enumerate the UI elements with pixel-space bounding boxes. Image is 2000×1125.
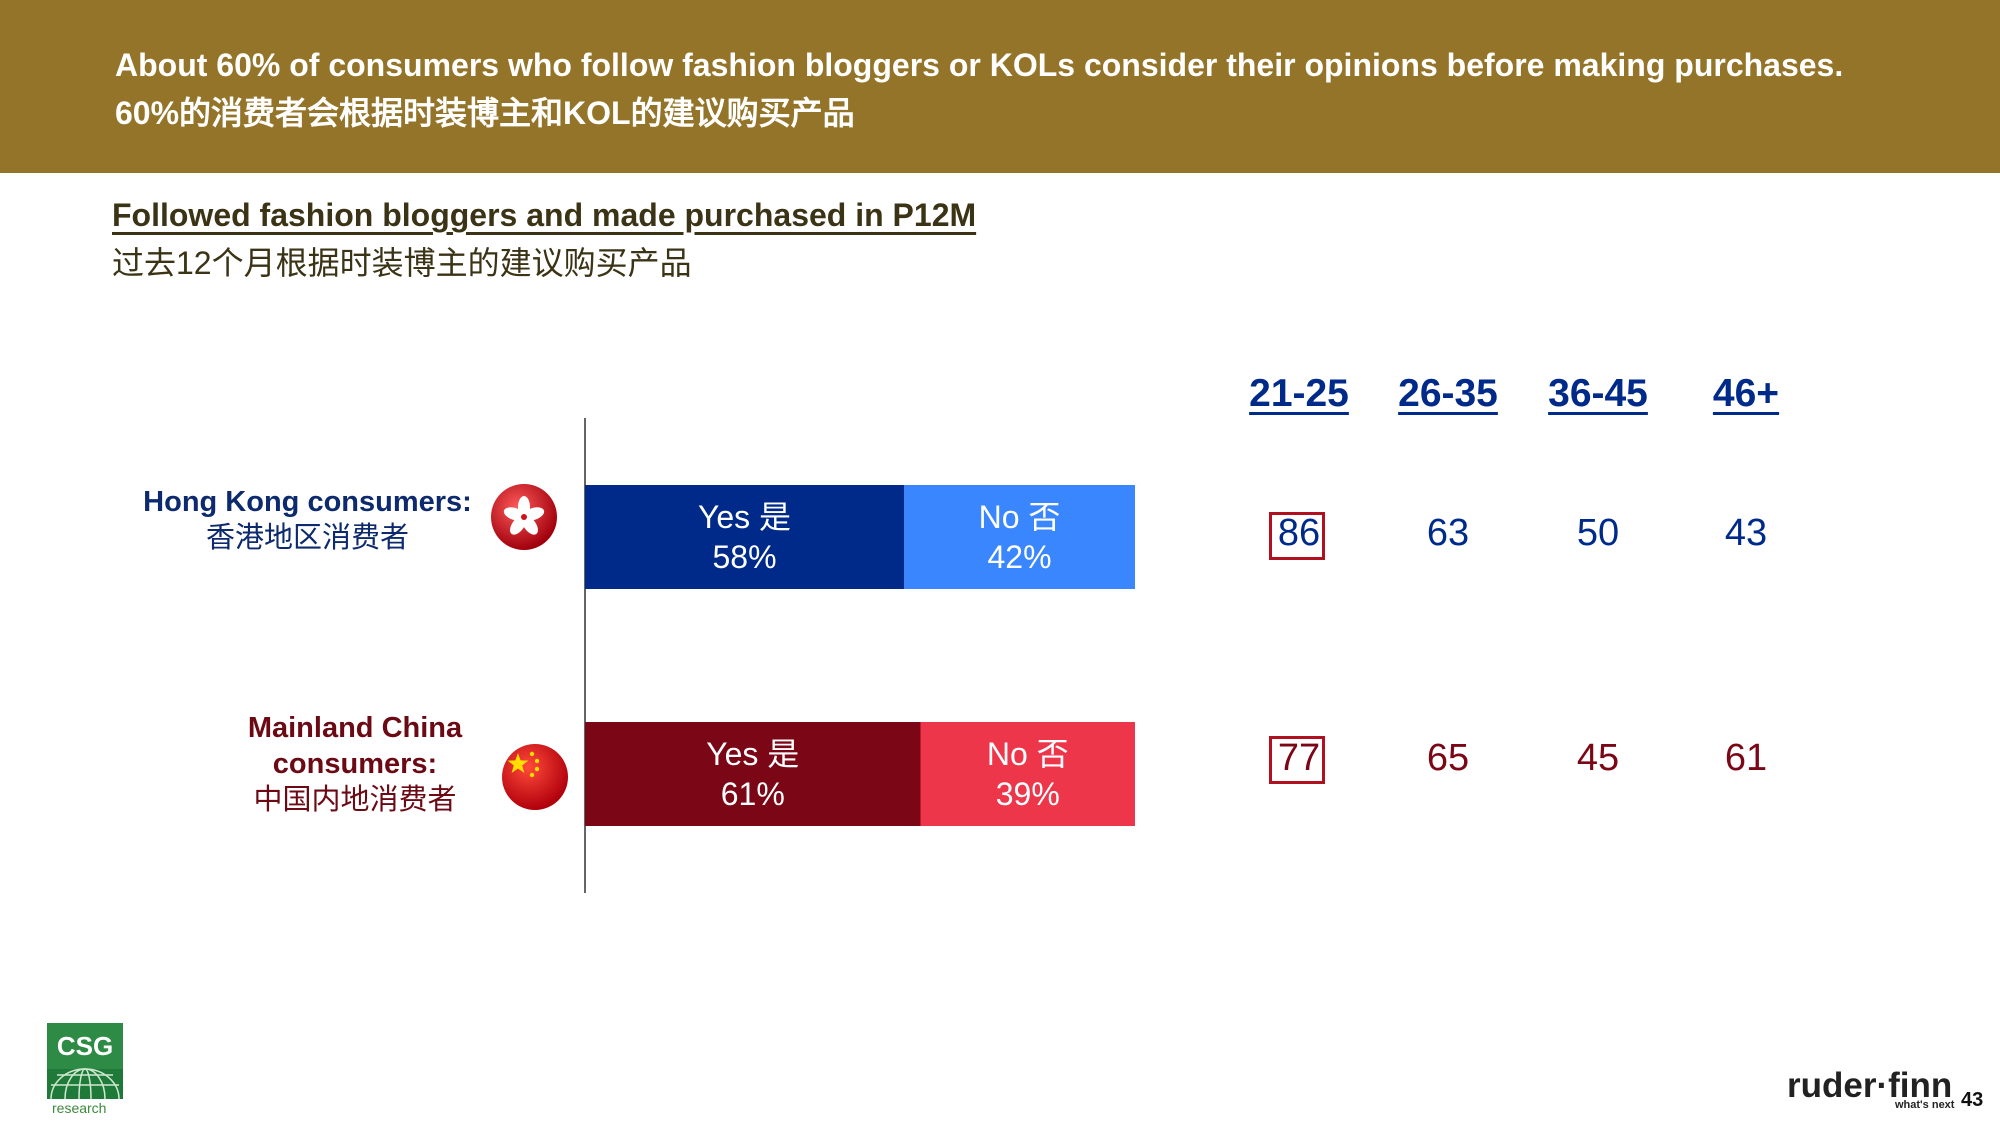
age-value-hk: 63 [1426,512,1470,554]
series-name: No 否 [978,499,1061,535]
category-label-mainland-china: Mainland China consumers: 中国内地消费者 [215,710,495,818]
bar-label-cn-yes: Yes 是 61% [585,734,921,814]
category-label-line: Mainland China [247,712,463,744]
age-value-cn: 45 [1576,737,1620,779]
hong-kong-flag-icon [491,484,557,550]
age-group-header: 46+ [1712,372,1780,415]
age-value-hk: 43 [1724,512,1768,554]
bar-hk-yes [585,485,904,589]
value-label: 42% [987,539,1052,575]
value-label: 61% [720,776,785,812]
category-label-line: 中国内地消费者 [253,784,457,816]
header-title-en: About 60% of consumers who follow fashio… [115,47,1844,83]
age-value-cn: 65 [1426,737,1470,779]
age-value-hk: 86 [1277,512,1321,554]
ruder-finn-logo: ruder·finn [1787,1066,1953,1105]
bar-label-hk-yes: Yes 是 58% [585,497,904,577]
age-value-cn: 77 [1277,737,1321,779]
age-group-header: 26-35 [1398,372,1498,415]
csg-globe-icon: CSG [47,1023,123,1099]
bar-cn-no [920,722,1135,826]
bar-hk-no [904,485,1135,589]
header-title-zh: 60%的消费者会根据时装博主和KOL的建议购买产品 [115,95,855,131]
ruder-finn-tagline: what's next [1895,1099,1955,1111]
category-label-line: 香港地区消费者 [205,522,409,554]
highlight-box [1269,512,1325,560]
header-band: About 60% of consumers who follow fashio… [0,0,2000,173]
value-label: 39% [995,776,1060,812]
bar-label-cn-no: No 否 39% [921,734,1136,814]
china-flag-icon [502,744,568,810]
age-group-header: 36-45 [1548,372,1648,415]
category-label-line: consumers: [272,748,438,780]
age-value-cn: 61 [1724,737,1768,779]
age-group-header: 21-25 [1249,372,1349,415]
category-label-line: Hong Kong consumers: [143,486,472,518]
page-number: 43 [1961,1089,1984,1111]
category-label-hong-kong: Hong Kong consumers: 香港地区消费者 [135,484,480,556]
bar-cn-yes [585,722,921,826]
highlight-box [1269,736,1325,784]
age-value-hk: 50 [1576,512,1620,554]
series-name: Yes 是 [706,736,800,772]
chart-subtitle-en: Followed fashion bloggers and made purch… [112,197,977,233]
series-name: No 否 [986,736,1069,772]
chart-subtitle-zh: 过去12个月根据时装博主的建议购买产品 [112,245,692,281]
value-label: 58% [712,539,777,575]
csg-research-label: research [52,1100,107,1116]
bar-label-hk-no: No 否 42% [904,497,1135,577]
series-name: Yes 是 [697,499,792,535]
svg-text:CSG: CSG [57,1031,113,1061]
